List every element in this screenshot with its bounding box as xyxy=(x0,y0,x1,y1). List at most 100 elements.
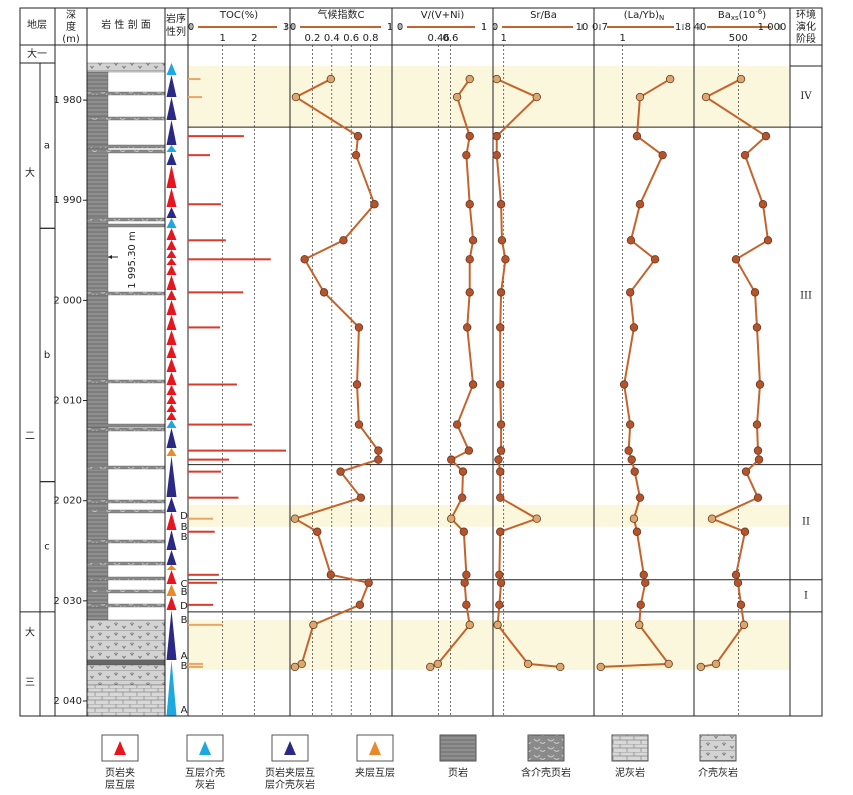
sample-point xyxy=(701,92,711,102)
panel-tick-label: 0.6 xyxy=(343,33,359,44)
toc-bar xyxy=(188,517,214,520)
lithology-bed xyxy=(86,116,166,121)
sample-point xyxy=(754,455,764,464)
sample-point xyxy=(290,662,300,672)
sample-point xyxy=(629,514,639,523)
lithology-bed xyxy=(86,427,166,432)
sequence-triangle xyxy=(166,330,177,345)
strata-label: 大 xyxy=(25,166,35,179)
depth-annotation: 1 995.30 m xyxy=(127,231,138,288)
panel-tick-label: 1 xyxy=(619,33,625,44)
sample-point xyxy=(763,236,773,245)
sequence-mark: B xyxy=(181,532,188,543)
sequence-triangle xyxy=(166,120,177,145)
toc-bar xyxy=(188,383,237,386)
depth-tick-label: 2 010 xyxy=(53,396,82,407)
legend-box xyxy=(439,734,477,762)
sample-point xyxy=(496,467,505,476)
legend-label: 灰岩 xyxy=(195,778,215,791)
sequence-mark: B xyxy=(181,661,188,672)
sample-point xyxy=(433,659,442,669)
sample-point xyxy=(336,467,345,476)
legend-label: 层互层 xyxy=(105,779,135,791)
sequence-triangle xyxy=(166,372,177,385)
sample-point xyxy=(353,131,363,141)
legend-label: 介壳灰岩 xyxy=(698,766,738,779)
toc-bar xyxy=(188,203,222,206)
panel-title: TOC(%) xyxy=(219,10,258,21)
sequence-mark: A xyxy=(181,651,188,662)
depth-tick-label: 2 030 xyxy=(53,596,82,607)
sequence-triangle xyxy=(166,275,177,290)
header-stage: 环境 xyxy=(796,8,816,21)
sample-point xyxy=(494,455,503,464)
sample-point xyxy=(465,288,474,297)
sequence-triangle xyxy=(166,207,177,218)
sample-point xyxy=(354,420,364,429)
depth-tick-label: 2 040 xyxy=(53,696,82,707)
legend-symbol xyxy=(114,741,126,755)
sample-point xyxy=(665,74,675,84)
legend-box xyxy=(527,734,565,762)
sample-point xyxy=(523,659,533,669)
sample-point xyxy=(291,92,301,102)
panel-title: 气候指数C xyxy=(318,8,365,21)
panel-title-part: (10 xyxy=(739,10,756,21)
sequence-triangle xyxy=(166,188,177,207)
sample-point xyxy=(495,570,504,579)
sequence-triangle xyxy=(166,152,177,165)
sequence-triangle xyxy=(166,565,177,570)
lithology-bed xyxy=(86,619,166,661)
member-label: b xyxy=(44,350,50,361)
sample-point xyxy=(650,255,660,264)
panel-title-part: (La/Yb) xyxy=(624,10,659,21)
sample-point xyxy=(496,288,506,297)
sample-point xyxy=(753,446,763,455)
strata-label: 三 xyxy=(25,678,35,689)
sample-point xyxy=(758,200,768,209)
sample-point xyxy=(736,74,746,84)
legend-label: 页岩 xyxy=(448,766,468,779)
sample-point xyxy=(496,446,506,455)
member-label: c xyxy=(44,542,50,553)
sequence-triangle xyxy=(166,218,177,228)
sample-point xyxy=(497,236,507,245)
stage-label: I xyxy=(804,590,808,601)
sequence-triangle xyxy=(166,265,177,275)
toc-bar xyxy=(188,623,223,626)
lithology-bed xyxy=(86,217,166,222)
panel-tick-label: 0.6 xyxy=(442,33,458,44)
sample-point xyxy=(364,578,373,588)
toc-bar xyxy=(188,423,253,426)
panel-title: Sr/Ba xyxy=(530,10,557,21)
sample-point xyxy=(632,131,642,141)
sample-point xyxy=(496,200,506,209)
panel-title-part: N xyxy=(659,14,664,22)
depth-tick-label: 1 980 xyxy=(53,95,82,106)
sample-point xyxy=(707,514,717,523)
highlight-band xyxy=(188,619,790,670)
sample-point xyxy=(641,578,650,588)
sequence-triangle xyxy=(166,385,177,395)
member-label: a xyxy=(44,141,50,152)
sample-point xyxy=(750,288,760,297)
sample-point xyxy=(495,600,504,610)
sample-point xyxy=(326,570,336,579)
sample-point xyxy=(731,570,741,579)
sequence-mark: A xyxy=(181,705,188,716)
legend-symbol xyxy=(284,741,296,755)
lithology-bed xyxy=(86,379,166,384)
sequence-triangle xyxy=(166,395,177,404)
sample-point xyxy=(627,455,636,464)
sample-point xyxy=(733,578,743,588)
profile-line xyxy=(600,78,671,668)
sequence-mark: B xyxy=(181,615,188,626)
lithology-bed xyxy=(86,71,109,621)
header-depth: 度 xyxy=(66,20,76,33)
sample-point xyxy=(463,323,472,332)
toc-bar xyxy=(188,96,203,99)
lithology-bed xyxy=(86,603,166,608)
depth-tick-label: 2 000 xyxy=(53,295,82,306)
sample-point xyxy=(752,323,762,332)
